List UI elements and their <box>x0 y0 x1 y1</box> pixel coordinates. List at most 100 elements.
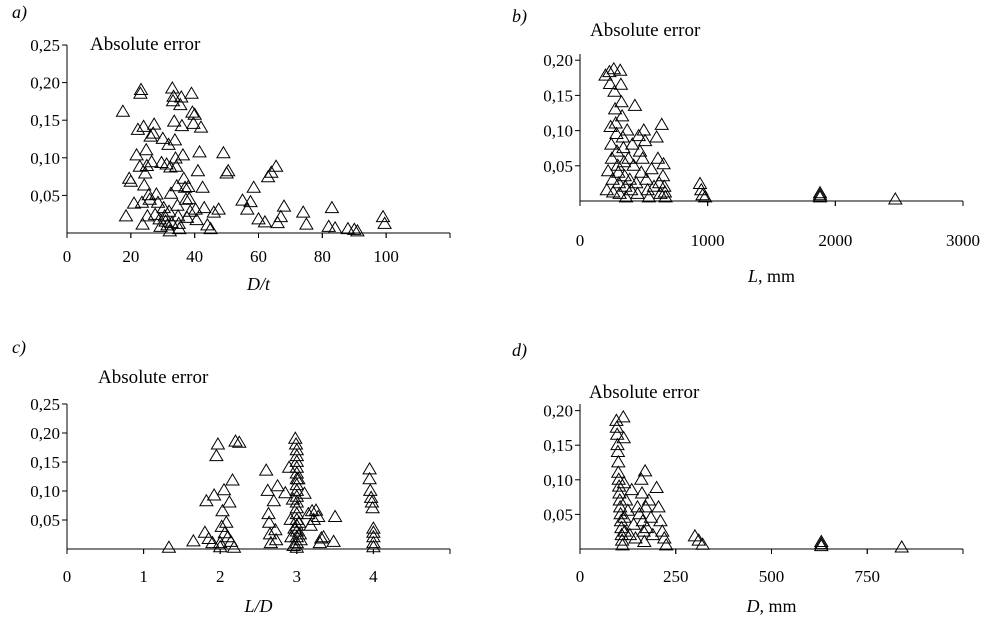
data-point-triangle <box>692 176 708 189</box>
data-point-triangle <box>235 193 250 206</box>
data-point-triangle <box>635 151 650 164</box>
data-point-triangle <box>606 61 622 75</box>
data-point-triangle <box>144 154 159 168</box>
data-point-triangle <box>812 189 828 203</box>
x-axis-title-part: L, <box>747 266 763 286</box>
data-point-triangle <box>210 437 226 450</box>
x-axis-title: D, mm <box>745 596 796 616</box>
panel-label: d) <box>512 340 527 361</box>
data-point-triangle <box>608 116 624 129</box>
data-point-triangle <box>366 535 381 549</box>
data-point-triangle <box>656 156 671 170</box>
data-point-triangle <box>632 506 647 520</box>
data-point-triangle <box>637 463 653 477</box>
data-point-triangle <box>327 220 343 234</box>
data-point-triangle <box>697 189 713 203</box>
y-tick-label: 0,20 <box>30 74 60 93</box>
data-point-triangle <box>324 200 340 214</box>
data-point-triangle <box>299 217 314 230</box>
data-point-triangle <box>658 189 673 203</box>
data-point-triangle <box>375 209 391 223</box>
data-point-triangle <box>615 537 630 551</box>
data-point-triangle <box>289 535 305 549</box>
data-point-triangle <box>270 478 285 492</box>
data-point-triangle <box>610 158 626 171</box>
data-point-triangle <box>257 214 273 228</box>
data-point-triangle <box>630 186 645 199</box>
data-point-triangle <box>812 185 828 199</box>
data-point-triangle <box>147 207 163 220</box>
data-point-triangle <box>123 174 139 187</box>
data-point-triangle <box>636 123 652 136</box>
data-point-triangle <box>133 82 149 95</box>
x-tick-label: 2000 <box>818 231 852 250</box>
data-point-triangle <box>614 520 629 534</box>
data-point-triangle <box>627 98 643 111</box>
data-point-triangle <box>171 221 187 235</box>
data-point-triangle <box>179 210 195 223</box>
data-point-triangle <box>657 185 673 198</box>
data-point-triangle <box>181 191 197 205</box>
data-point-triangle <box>277 485 293 499</box>
y-tick-label: 0,15 <box>543 436 573 455</box>
data-point-triangle <box>231 435 247 448</box>
data-point-triangle <box>203 221 218 235</box>
data-point-triangle <box>611 175 627 189</box>
data-point-triangle <box>622 527 638 541</box>
data-point-triangle <box>598 68 613 81</box>
data-point-triangle <box>616 475 632 489</box>
x-tick-label: 500 <box>759 567 785 586</box>
data-point-triangle <box>644 161 659 175</box>
data-point-triangle <box>146 117 162 130</box>
data-point-triangle <box>614 94 629 108</box>
data-point-triangle <box>364 495 380 508</box>
data-point-triangle <box>215 503 230 517</box>
data-point-triangle <box>641 493 657 506</box>
data-point-triangle <box>641 189 657 203</box>
data-point-triangle <box>602 64 617 78</box>
data-point-triangle <box>276 199 292 212</box>
data-point-triangle <box>288 437 304 450</box>
data-point-triangle <box>638 499 654 513</box>
data-point-triangle <box>603 137 619 150</box>
chart-panel-a: a) Absolute error 0,05 0,10 0,15 0,20 0,25 0 20 4… <box>12 2 451 294</box>
x-axis-title-part: L/D <box>243 596 272 616</box>
data-point-triangle <box>643 510 659 523</box>
data-point-triangle <box>362 471 377 485</box>
data-point-triangle <box>626 158 641 171</box>
data-point-triangle <box>263 535 279 549</box>
data-point-triangle <box>139 158 155 171</box>
data-point-triangle <box>609 144 625 157</box>
data-point-triangle <box>152 211 167 225</box>
data-point-triangle <box>613 513 629 527</box>
data-point-triangle <box>618 189 634 203</box>
data-point-triangle <box>178 192 194 205</box>
data-point-triangle <box>150 195 166 208</box>
data-point-triangle <box>135 217 150 230</box>
data-point-triangle <box>164 215 180 229</box>
y-axis-title: Absolute error <box>590 20 701 41</box>
data-point-triangle <box>163 160 178 173</box>
data-point-triangle <box>239 202 255 215</box>
data-point-triangle <box>636 534 652 547</box>
data-point-triangle <box>607 84 622 97</box>
data-point-triangle <box>187 107 203 120</box>
data-point-triangle <box>609 126 624 139</box>
data-point-triangle <box>185 105 200 118</box>
x-tick-label: 0 <box>576 567 585 586</box>
data-point-triangle <box>261 506 276 520</box>
x-tick-label: 0 <box>63 247 72 266</box>
data-point-triangle <box>188 202 203 215</box>
data-point-triangle <box>366 529 381 543</box>
data-point-triangle <box>177 180 193 193</box>
data-point-triangle <box>628 175 644 189</box>
data-point-triangle <box>599 182 615 196</box>
data-point-triangle <box>812 187 828 201</box>
data-point-triangle <box>219 166 234 179</box>
data-point-triangle <box>622 172 638 185</box>
data-point-triangle <box>653 513 668 527</box>
data-point-triangle <box>174 118 190 132</box>
x-tick-label: 2 <box>216 567 225 586</box>
data-point-triangle <box>316 529 331 543</box>
